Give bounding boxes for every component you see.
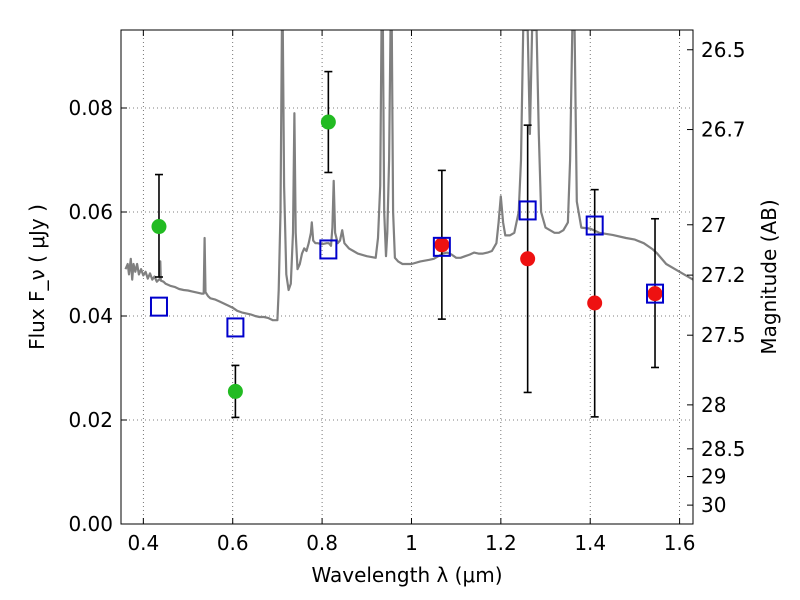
axis-ticks: 0.4 0.6 0.8 1 1.2 1.4 1.6 0.00 0.02 0.04 0.06 0.08 2… <box>68 30 746 555</box>
spectrum-line <box>124 30 693 322</box>
y2-tick-label: 29 <box>701 465 726 489</box>
y-tick-label: 0.08 <box>68 96 113 120</box>
y-axis-title: Flux F_ν ( μJy ) <box>25 204 49 350</box>
model-point <box>646 283 665 304</box>
y2-tick-label: 26.7 <box>701 118 746 142</box>
plot-area <box>124 30 693 322</box>
data-point <box>587 295 603 311</box>
model-point <box>226 317 245 338</box>
plot-frame <box>120 29 694 525</box>
y2-tick-label: 26.5 <box>701 38 746 62</box>
x-tick-label: 1.2 <box>485 531 517 555</box>
data-point <box>647 286 663 302</box>
data-point <box>151 219 167 235</box>
y2-tick-label: 27 <box>701 213 726 237</box>
y-tick-label: 0.04 <box>68 304 113 328</box>
data-point <box>520 251 536 267</box>
model-point <box>585 215 604 236</box>
x-tick-label: 1 <box>405 531 418 555</box>
model-point <box>432 236 451 257</box>
data-point <box>320 114 336 130</box>
model-point <box>149 296 168 317</box>
x-tick-label: 0.4 <box>127 531 159 555</box>
x-tick-label: 1.6 <box>664 531 696 555</box>
y-tick-label: 0.00 <box>68 512 113 536</box>
y2-tick-label: 27.5 <box>701 323 746 347</box>
y2-tick-label: 30 <box>701 493 726 517</box>
y2-tick-label: 27.2 <box>701 263 746 287</box>
data-markers <box>149 70 665 419</box>
data-point <box>434 237 450 253</box>
y2-tick-label: 28.5 <box>701 437 746 461</box>
x-axis-title: Wavelength λ (μm) <box>311 563 502 587</box>
model-point <box>319 239 338 260</box>
x-tick-label: 0.6 <box>217 531 249 555</box>
model-point <box>518 200 537 221</box>
y2-axis-title: Magnitude (AB) <box>757 199 781 354</box>
x-tick-label: 0.8 <box>306 531 338 555</box>
y-tick-label: 0.02 <box>68 408 113 432</box>
y-tick-label: 0.06 <box>68 200 113 224</box>
y2-tick-label: 28 <box>701 393 726 417</box>
data-point <box>227 383 243 399</box>
x-tick-label: 1.4 <box>574 531 606 555</box>
